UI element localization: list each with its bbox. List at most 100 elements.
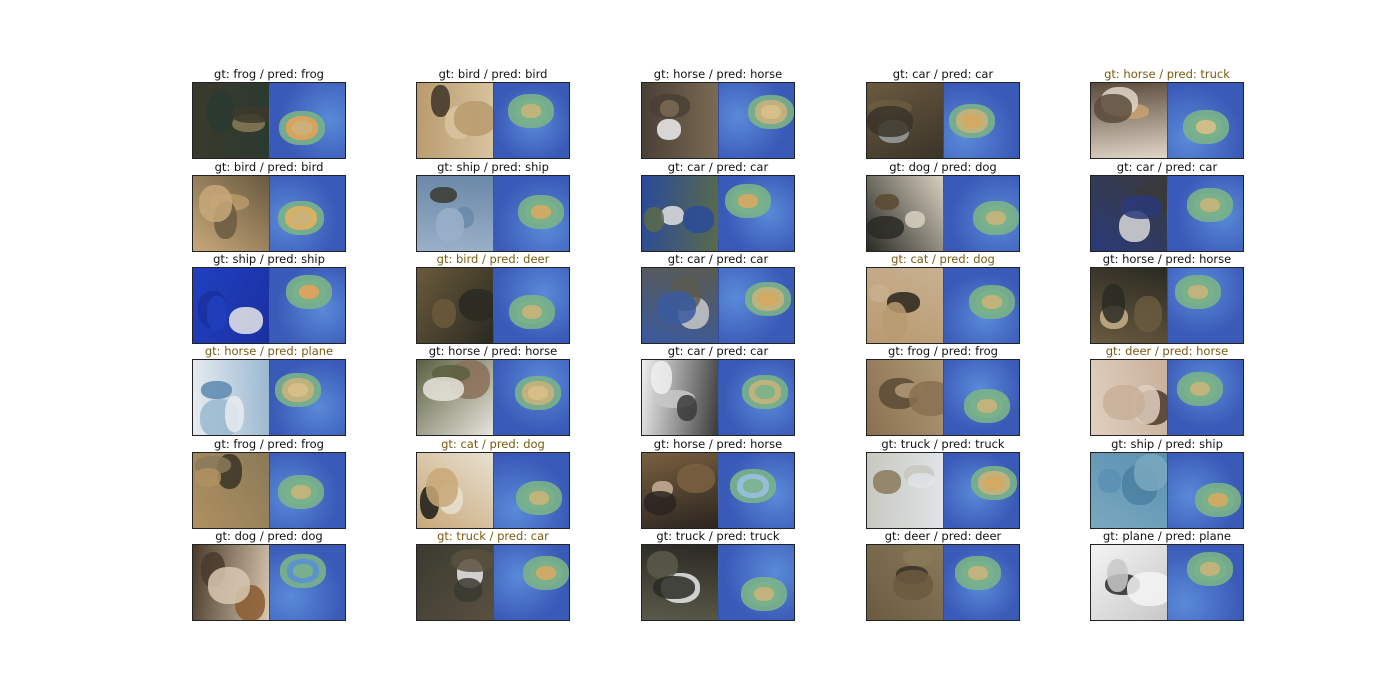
image-region (657, 291, 696, 324)
figure-cell: gt: deer / pred: horse (1090, 344, 1244, 436)
image-region (1098, 469, 1121, 493)
activation-blob (530, 205, 551, 219)
cell-caption: gt: bird / pred: bird (438, 67, 548, 81)
image-region (454, 101, 493, 136)
cam-heatmap (717, 453, 794, 528)
input-image (642, 360, 718, 435)
activation-blob (290, 211, 311, 225)
image-pair (192, 359, 346, 436)
figure-cell: gt: dog / pred: dog (866, 160, 1020, 252)
image-region (201, 381, 232, 399)
figure-cell: gt: horse / pred: truck (1090, 67, 1244, 159)
figure-cell: gt: frog / pred: frog (192, 437, 346, 529)
image-region (431, 85, 450, 117)
image-region (867, 106, 913, 137)
image-pair (416, 82, 570, 159)
cam-heatmap (942, 453, 1019, 528)
input-image (867, 360, 943, 435)
image-pair (192, 452, 346, 529)
activation-blob (983, 476, 1004, 490)
image-region (231, 106, 269, 123)
image-pair (192, 544, 346, 621)
image-pair (416, 452, 570, 529)
activation-blob (985, 211, 1006, 225)
cam-heatmap (492, 545, 569, 620)
cam-heatmap (1166, 545, 1243, 620)
input-image (417, 176, 493, 251)
image-pair (1090, 452, 1244, 529)
input-image (1091, 453, 1167, 528)
activation-blob (1199, 562, 1220, 576)
cam-heatmap (1166, 360, 1243, 435)
activation-blob (520, 104, 541, 118)
input-image (417, 545, 493, 620)
cam-heatmap (268, 360, 345, 435)
cell-caption: gt: bird / pred: bird (214, 160, 324, 174)
image-pair (192, 175, 346, 252)
figure-cell: gt: frog / pred: frog (192, 67, 346, 159)
input-image (1091, 176, 1167, 251)
image-region (229, 307, 263, 334)
activation-blob (298, 285, 319, 299)
activation-blob (1207, 493, 1228, 507)
image-region (225, 396, 244, 432)
image-region (199, 185, 232, 222)
figure-cell: gt: car / pred: car (1090, 160, 1244, 252)
input-image (193, 176, 269, 251)
input-image (867, 83, 943, 158)
cell-caption: gt: deer / pred: horse (1105, 344, 1229, 358)
figure-cell: gt: plane / pred: plane (1090, 529, 1244, 621)
activation-blob (1195, 120, 1216, 134)
figure-cell: gt: bird / pred: bird (192, 160, 346, 252)
figure-cell: gt: bird / pred: bird (416, 67, 570, 159)
image-pair (1090, 82, 1244, 159)
image-pair (641, 452, 795, 529)
figure-cell: gt: car / pred: car (641, 160, 795, 252)
figure-cell: gt: ship / pred: ship (192, 252, 346, 344)
image-region (454, 578, 482, 602)
cell-caption: gt: ship / pred: ship (437, 160, 549, 174)
cam-heatmap (717, 360, 794, 435)
cell-caption: gt: frog / pred: frog (214, 67, 324, 81)
cam-heatmap (717, 83, 794, 158)
input-image (867, 176, 943, 251)
figure-cell: gt: car / pred: car (641, 252, 795, 344)
image-pair (416, 544, 570, 621)
activation-blob (287, 383, 308, 397)
image-region (903, 549, 933, 566)
cam-heatmap (942, 176, 1019, 251)
cell-caption: gt: truck / pred: truck (881, 437, 1005, 451)
activation-blob (760, 105, 781, 119)
image-region (677, 464, 715, 493)
image-region (905, 211, 925, 228)
image-region (208, 567, 250, 604)
image-pair (866, 359, 1020, 436)
cam-heatmap (1166, 268, 1243, 343)
input-image (1091, 268, 1167, 343)
image-region (683, 206, 714, 233)
input-image (642, 176, 718, 251)
image-region (1121, 195, 1162, 219)
image-region (1127, 572, 1167, 606)
image-region (1103, 385, 1145, 420)
image-region (195, 468, 221, 487)
image-region (875, 194, 899, 210)
image-region (909, 381, 943, 416)
cell-caption: gt: cat / pred: dog (891, 252, 995, 266)
image-pair (641, 267, 795, 344)
input-image (417, 360, 493, 435)
activation-blob (290, 485, 311, 499)
input-image (193, 545, 269, 620)
cell-caption: gt: horse / pred: horse (653, 437, 783, 451)
image-region (1107, 559, 1128, 592)
figure-cell: gt: truck / pred: car (416, 529, 570, 621)
cell-caption: gt: cat / pred: dog (441, 437, 545, 451)
image-region (644, 491, 676, 515)
cam-heatmap (942, 83, 1019, 158)
activation-blob (527, 386, 548, 400)
cam-heatmap (717, 268, 794, 343)
cell-caption: gt: car / pred: car (892, 67, 994, 81)
activation-blob (981, 295, 1002, 309)
cell-caption: gt: ship / pred: ship (1111, 437, 1223, 451)
cell-caption: gt: dog / pred: dog (889, 160, 997, 174)
